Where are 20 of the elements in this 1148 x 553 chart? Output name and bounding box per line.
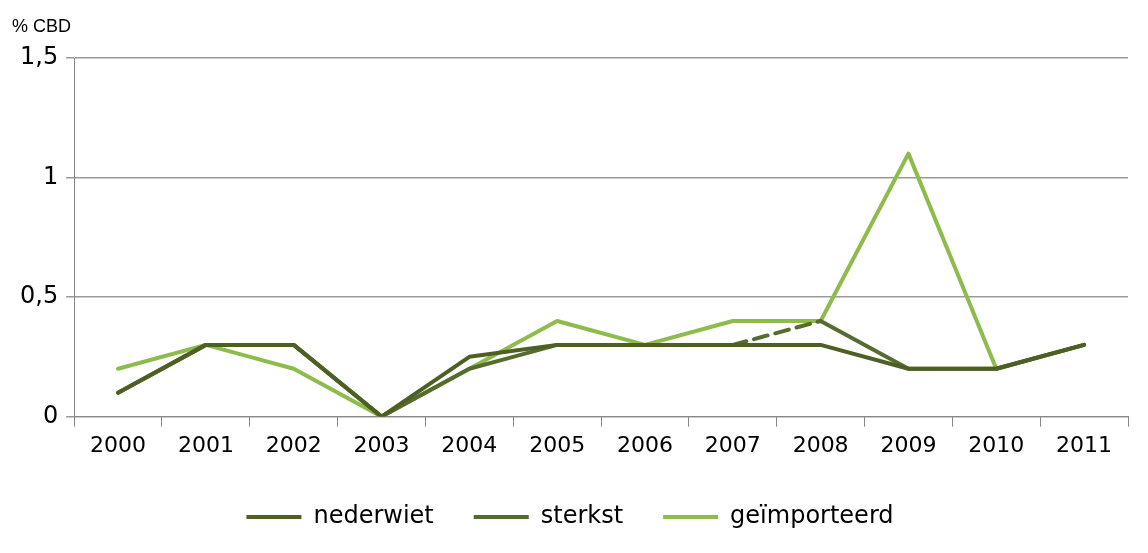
x-tick-label: 2002 [265, 431, 322, 457]
x-tick-label: 2005 [529, 431, 586, 457]
x-tick-label: 2000 [90, 431, 147, 457]
legend-label: sterkst [540, 501, 624, 530]
y-tick-label: 1 [42, 161, 59, 190]
x-tick-label: 2009 [880, 431, 937, 457]
y-axis-title: % CBD [12, 15, 72, 36]
y-tick-label: 0 [42, 400, 59, 429]
x-tick-label: 2010 [968, 431, 1025, 457]
x-tick-label: 2008 [792, 431, 849, 457]
x-tick-label: 2003 [353, 431, 410, 457]
y-tick-label: 1,5 [20, 42, 59, 71]
legend-label: nederwiet [313, 501, 434, 530]
x-tick-label: 2001 [177, 431, 234, 457]
x-tick-label: 2007 [704, 431, 761, 457]
y-tick-label: 0,5 [20, 281, 59, 310]
x-tick-label: 2006 [616, 431, 673, 457]
legend-label: geïmporteerd [730, 501, 894, 530]
x-tick-label: 2004 [441, 431, 498, 457]
x-tick-label: 2011 [1056, 431, 1113, 457]
